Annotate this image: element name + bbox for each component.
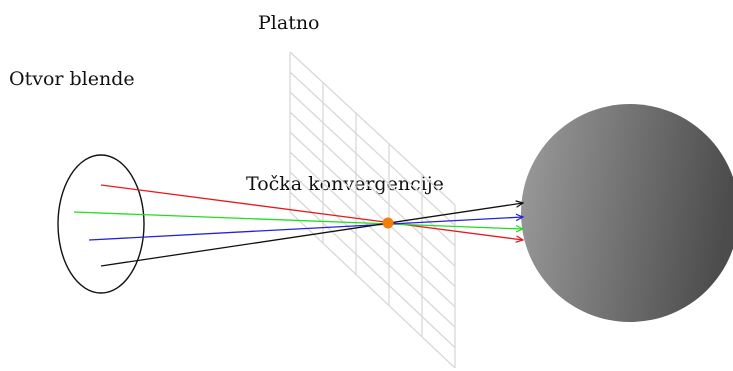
screen-grid-diagonal-line bbox=[289, 171, 456, 328]
screen-grid-diagonal-line bbox=[289, 131, 456, 287]
ray-green bbox=[73, 211, 523, 229]
aperture-label: Otvor blende bbox=[9, 68, 135, 90]
ray-blue bbox=[88, 217, 523, 241]
convergence-point bbox=[382, 217, 394, 229]
screen-label: Platno bbox=[258, 12, 320, 34]
ray-red bbox=[100, 184, 523, 240]
screen-grid-diagonal-line bbox=[289, 211, 456, 369]
aperture-ellipse bbox=[57, 154, 145, 294]
screen-grid-diagonal-line bbox=[289, 111, 456, 267]
screen-grid-diagonal-line bbox=[289, 51, 456, 206]
object-sphere bbox=[521, 104, 733, 322]
screen-grid bbox=[289, 51, 456, 369]
screen-grid-diagonal-line bbox=[289, 71, 456, 226]
screen-grid-diagonal-line bbox=[289, 191, 456, 349]
screen-grid-diagonal-line bbox=[289, 151, 456, 308]
screen-grid-diagonal-line bbox=[289, 91, 456, 247]
ray-black bbox=[100, 203, 523, 267]
